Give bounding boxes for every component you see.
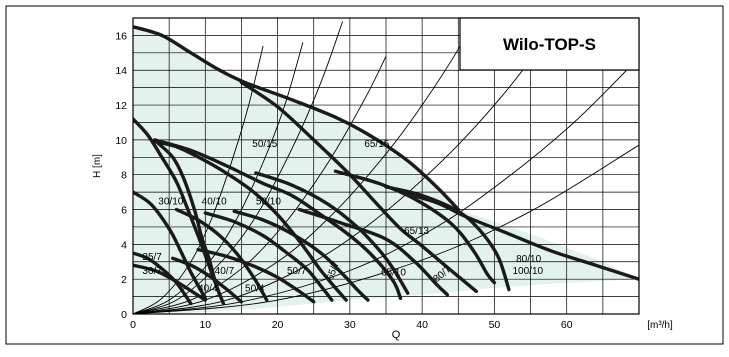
pump-curve-40-10 [133, 117, 222, 297]
x-tick-label: 0 [130, 319, 136, 331]
title-box-border [459, 17, 640, 71]
x-tick-label: 30 [344, 319, 356, 331]
system-curve [133, 21, 474, 314]
y-tick-label: 4 [121, 239, 127, 251]
pump-curve-100-15 [133, 25, 460, 212]
pump-curve-65-7 [232, 209, 370, 302]
pump-curve-65-13 [153, 138, 403, 300]
x-tick-label: 40 [416, 319, 428, 331]
system-curve [133, 21, 344, 314]
pump-curve-50-15 [156, 141, 226, 306]
curve-label: 40/4 [198, 283, 218, 294]
y-tick-label: 2 [121, 274, 127, 286]
pump-curve-40-4 [171, 256, 244, 304]
curve-label: 50/10 [256, 196, 281, 207]
pump-curve-25-7 [133, 251, 193, 306]
curve-label: 100/10 [513, 266, 544, 277]
pump-curve-50-7 [203, 211, 334, 302]
y-tick-label: 10 [115, 135, 127, 147]
plot-area-border [132, 17, 640, 315]
curve-label: 65/15 [364, 139, 389, 150]
outer-frame [5, 5, 724, 345]
pump-curve-80-10 [333, 169, 497, 285]
y-tick-label: 0 [121, 309, 127, 321]
x-tick-label: 10 [199, 319, 211, 331]
curve-label: 30/7 [142, 266, 162, 277]
pump-curve-50-10 [153, 139, 348, 302]
pump-curve-layer [133, 25, 639, 306]
x-tick-label: 50 [489, 319, 501, 331]
y-tick-label: 14 [115, 65, 127, 77]
chart-title: Wilo-TOP-S [503, 35, 596, 54]
curve-label: 80/10 [516, 254, 541, 265]
curve-label: 50/15 [252, 139, 277, 150]
y-axis-label: H [m] [92, 154, 103, 178]
pump-curve-30-7 [133, 263, 207, 302]
pump-curve-30-10 [133, 190, 207, 300]
x-tick-label: 60 [561, 319, 573, 331]
pump-curve-80-15 [398, 190, 639, 281]
curve-label: 50/7 [287, 266, 307, 277]
y-tick-label: 6 [121, 205, 127, 217]
x-axis-unit: [m³/h] [647, 320, 673, 331]
curve-label: 65/13 [404, 226, 429, 237]
y-tick-label: 12 [115, 100, 127, 112]
x-tick-label: 20 [272, 319, 284, 331]
x-axis-label: Q [392, 329, 401, 341]
pump-curve-65-15 [239, 80, 479, 294]
title-box: Wilo-TOP-S [459, 17, 640, 71]
y-tick-label: 16 [115, 30, 127, 42]
y-tick-label: 8 [121, 170, 127, 182]
pump-curve-80-7 [297, 207, 450, 297]
curve-label: 30/10 [158, 196, 183, 207]
curve-label: 25/7 [142, 252, 162, 263]
pump-curve-50-4 [196, 247, 316, 304]
curve-label: 50/4 [245, 283, 265, 294]
curve-label: 40/10 [202, 196, 227, 207]
curve-label: 65/10 [381, 268, 406, 279]
curve-label: 40/7 [215, 266, 235, 277]
axes-layer: 0 10 20 30 40 50 60 0 2 4 6 8 10 12 14 16 [5, 5, 724, 345]
